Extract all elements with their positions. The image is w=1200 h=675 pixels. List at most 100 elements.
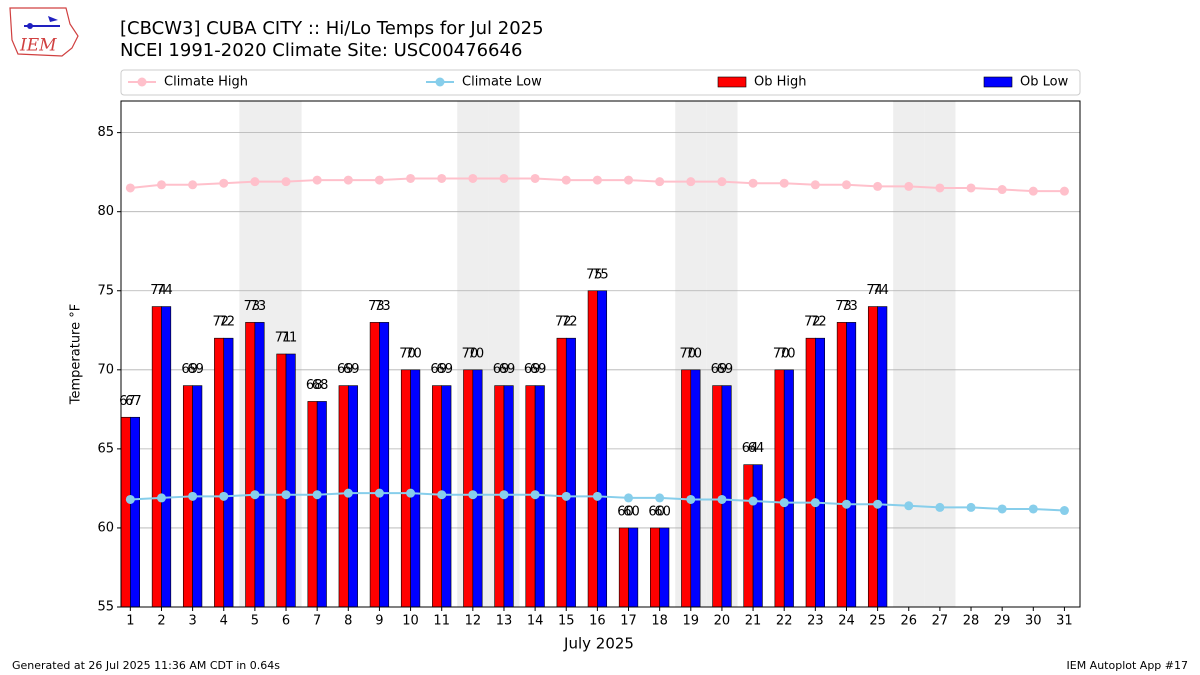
- bar: [597, 290, 608, 608]
- bar-label: 72: [561, 315, 578, 330]
- x-tick-label: 22: [776, 614, 793, 629]
- bar: [151, 306, 162, 608]
- bar-label: 70: [680, 346, 697, 361]
- bar-label: 70: [468, 346, 485, 361]
- y-tick-label: 65: [97, 441, 114, 456]
- bar-label: 73: [374, 299, 391, 314]
- bar-label: 68: [306, 378, 323, 393]
- climate-point: [873, 499, 883, 509]
- bar-label: 72: [555, 315, 572, 330]
- bar: [743, 464, 754, 608]
- climate-point: [935, 183, 945, 193]
- bar: [752, 464, 763, 608]
- bar-label: 72: [804, 315, 821, 330]
- y-tick-label: 55: [97, 600, 114, 615]
- bar: [130, 416, 140, 608]
- legend-label: Ob Low: [1020, 75, 1069, 90]
- bar: [307, 401, 318, 608]
- legend-marker: [137, 77, 147, 87]
- climate-point: [935, 502, 945, 512]
- climate-point: [530, 490, 540, 500]
- climate-point: [343, 175, 353, 185]
- bar-label: 69: [530, 362, 547, 377]
- x-tick-label: 29: [994, 614, 1011, 629]
- bar-label: 72: [212, 315, 229, 330]
- climate-point: [561, 491, 571, 501]
- bar: [690, 369, 701, 608]
- bar-label: 70: [462, 346, 479, 361]
- bar-label: 73: [244, 299, 261, 314]
- bar-label: 60: [623, 504, 640, 519]
- climate-point: [374, 175, 384, 185]
- bar-label: 60: [648, 504, 665, 519]
- climate-point: [406, 488, 416, 498]
- climate-point: [904, 181, 914, 191]
- climate-point: [841, 499, 851, 509]
- climate-point: [997, 504, 1007, 514]
- x-tick-label: 25: [869, 614, 886, 629]
- bar-label: 75: [586, 267, 603, 282]
- climate-point: [219, 491, 229, 501]
- x-tick-label: 24: [838, 614, 855, 629]
- x-tick-label: 21: [745, 614, 762, 629]
- x-tick-label: 14: [527, 614, 544, 629]
- x-tick-label: 8: [344, 614, 352, 629]
- bar-label: 73: [368, 299, 385, 314]
- climate-point: [810, 498, 820, 508]
- climate-point: [188, 491, 198, 501]
- bar-label: 69: [436, 362, 453, 377]
- climate-point: [188, 180, 198, 190]
- bar-label: 70: [779, 346, 796, 361]
- climate-point: [1059, 506, 1069, 516]
- legend-label: Ob High: [754, 75, 807, 90]
- climate-point: [655, 493, 665, 503]
- bar-label: 70: [399, 346, 416, 361]
- bar: [650, 527, 660, 608]
- climate-point: [966, 502, 976, 512]
- x-tick-label: 7: [313, 614, 321, 629]
- legend-swatch: [717, 76, 747, 88]
- climate-point: [717, 177, 727, 187]
- legend-swatch: [983, 76, 1013, 88]
- climate-point: [717, 494, 727, 504]
- x-tick-label: 6: [282, 614, 290, 629]
- bar-label: 60: [654, 504, 671, 519]
- climate-point: [250, 490, 260, 500]
- x-tick-label: 9: [375, 614, 383, 629]
- bar: [245, 322, 256, 608]
- climate-point: [592, 175, 602, 185]
- bar: [223, 337, 234, 608]
- bar: [556, 337, 567, 608]
- bar-label: 69: [430, 362, 447, 377]
- bar-label: 70: [686, 346, 703, 361]
- x-tick-label: 19: [683, 614, 700, 629]
- climate-point: [686, 494, 696, 504]
- legend-marker: [435, 77, 445, 87]
- weekend-shade: [924, 101, 956, 607]
- bar: [846, 322, 857, 608]
- climate-point: [592, 491, 602, 501]
- legend-label: Climate High: [164, 75, 248, 90]
- bar: [681, 369, 692, 608]
- climate-point: [748, 178, 758, 188]
- logo-text: IEM: [19, 36, 57, 56]
- climate-point: [530, 173, 540, 183]
- bar-label: 60: [617, 504, 634, 519]
- bar-label: 69: [711, 362, 728, 377]
- bar-label: 74: [156, 283, 173, 298]
- climate-point: [997, 185, 1007, 195]
- climate-point: [841, 180, 851, 190]
- bar-label: 72: [810, 315, 827, 330]
- x-tick-label: 11: [433, 614, 450, 629]
- climate-point: [125, 494, 135, 504]
- climate-point: [686, 177, 696, 187]
- climate-point: [437, 490, 447, 500]
- climate-point: [312, 490, 322, 500]
- climate-point: [624, 175, 634, 185]
- bar-label: 69: [337, 362, 354, 377]
- plot-frame: [120, 100, 1081, 608]
- climate-point: [468, 490, 478, 500]
- bar-label: 73: [835, 299, 852, 314]
- climate-point: [1059, 186, 1069, 196]
